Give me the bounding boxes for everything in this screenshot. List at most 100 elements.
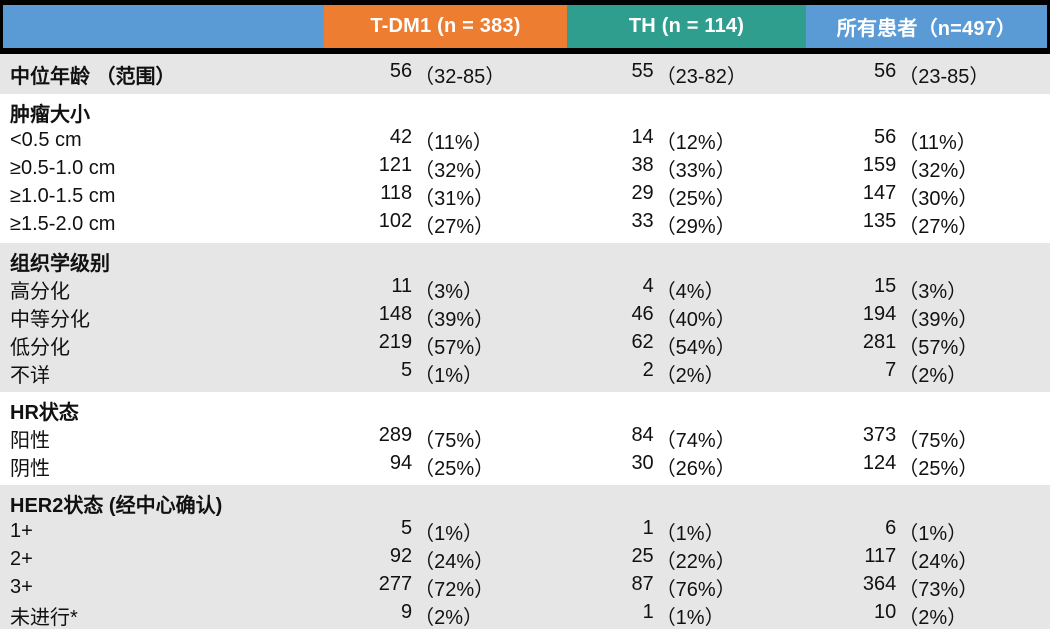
value-wrap: 56 （32-85） <box>358 60 530 89</box>
header-blank-cell <box>3 5 324 48</box>
value-percent: （2%） <box>414 606 484 629</box>
value-percent: （1%） <box>655 522 725 545</box>
value-count: 87 <box>631 572 654 595</box>
table-row: HR状态 <box>0 396 1050 424</box>
value-cell: 25 （22%） <box>565 545 807 574</box>
row-label: ≥0.5-1.0 cm <box>10 156 116 179</box>
value-count: 121 <box>378 153 413 176</box>
value-count: 194 <box>862 302 897 325</box>
value-cell: 1 （1%） <box>565 601 807 629</box>
value-percent: （39%） <box>414 308 495 331</box>
table-row: 不详 5 （1%） 2 （2%） 7 （2%） <box>0 359 1050 387</box>
value-wrap: 33 （29%） <box>600 210 772 239</box>
value-percent: （1%） <box>655 606 725 629</box>
value-cell: 121 （32%） <box>323 154 565 183</box>
value-count: 117 <box>864 544 897 567</box>
value-count: 55 <box>631 59 654 82</box>
row-label: 阳性 <box>10 429 50 452</box>
table-row: 肿瘤大小 <box>0 98 1050 126</box>
value-count: 9 <box>401 600 413 623</box>
table-row: 2+ 92 （24%） 25 （22%） 117 （24%） <box>0 545 1050 573</box>
value-count: 38 <box>631 153 654 176</box>
value-wrap: 56 （23-85） <box>842 60 1014 89</box>
value-wrap: 42 （11%） <box>358 126 530 155</box>
value-cell: 364 （73%） <box>806 573 1050 602</box>
value-percent: （11%） <box>414 131 493 154</box>
value-count: 92 <box>389 544 413 567</box>
header-divider <box>0 48 1050 54</box>
value-cell: 87 （76%） <box>565 573 807 602</box>
value-cell: 5 （1%） <box>323 359 565 388</box>
value-percent: （2%） <box>898 606 968 629</box>
value-percent: （12%） <box>655 131 736 154</box>
value-percent: （75%） <box>898 429 979 452</box>
table-row: HER2状态 (经中心确认) <box>0 489 1050 517</box>
value-wrap: 11 （3%） <box>358 275 530 304</box>
value-percent: （54%） <box>655 336 736 359</box>
value-wrap: 117 （24%） <box>842 545 1014 574</box>
section-title-label: 肿瘤大小 <box>10 103 90 126</box>
header-col-tdm1: T-DM1 (n = 383) <box>324 5 567 48</box>
value-wrap: 148 （39%） <box>358 303 530 332</box>
row-label: ≥1.5-2.0 cm <box>10 212 116 235</box>
value-count: 30 <box>631 451 654 474</box>
value-wrap: 62 （54%） <box>600 331 772 360</box>
value-count: 62 <box>631 330 654 353</box>
value-count: 5 <box>401 358 413 381</box>
value-count: 25 <box>631 544 654 567</box>
value-cell: 2 （2%） <box>565 359 807 388</box>
section-title-label: 中位年龄 （范围） <box>10 65 176 88</box>
value-percent: （11%） <box>898 131 977 154</box>
value-count: 364 <box>862 572 897 595</box>
value-percent: （74%） <box>655 429 736 452</box>
value-percent: （24%） <box>898 550 979 573</box>
value-count: 56 <box>389 59 413 82</box>
value-percent: （25%） <box>414 457 495 480</box>
table-row: 3+ 277 （72%） 87 （76%） 364 （73%） <box>0 573 1050 601</box>
value-percent: （29%） <box>655 215 736 238</box>
table-body: 中位年龄 （范围） 56 （32-85） 55 （23-82） 56 （23-85） 肿瘤大小… <box>0 54 1050 629</box>
row-label: 2+ <box>10 547 33 570</box>
value-percent: （26%） <box>655 457 736 480</box>
table-row: 中位年龄 （范围） 56 （32-85） 55 （23-82） 56 （23-85） <box>0 60 1050 88</box>
value-cell: 84 （74%） <box>565 424 807 453</box>
value-wrap: 4 （4%） <box>600 275 772 304</box>
header-col-all-patients-label: 所有患者（n=497） <box>836 18 1017 40</box>
value-wrap: 56 （11%） <box>842 126 1014 155</box>
value-cell: 7 （2%） <box>806 359 1050 388</box>
value-count: 11 <box>391 274 413 297</box>
row-label: 低分化 <box>10 336 70 359</box>
table-row: ≥0.5-1.0 cm 121 （32%） 38 （33%） 159 （32%） <box>0 154 1050 182</box>
table-row: <0.5 cm 42 （11%） 14 （12%） 56 （11%） <box>0 126 1050 154</box>
table-row: 组织学级别 <box>0 247 1050 275</box>
value-count: 7 <box>885 358 897 381</box>
table-section-4: HER2状态 (经中心确认) 1+ 5 （1%） 1 （1%） 6 （1%） 2+ 92 （24%）… <box>0 485 1050 629</box>
section-title-label: HR状态 <box>10 401 79 424</box>
value-count: 118 <box>380 181 413 204</box>
value-count: 219 <box>378 330 413 353</box>
value-wrap: 25 （22%） <box>600 545 772 574</box>
value-wrap: 87 （76%） <box>600 573 772 602</box>
value-count: 1 <box>642 600 654 623</box>
value-cell: 194 （39%） <box>806 303 1050 332</box>
value-wrap: 7 （2%） <box>842 359 1014 388</box>
value-cell: 277 （72%） <box>323 573 565 602</box>
value-count: 84 <box>631 423 654 446</box>
value-cell: 15 （3%） <box>806 275 1050 304</box>
value-percent: （40%） <box>655 308 736 331</box>
value-cell: 117 （24%） <box>806 545 1050 574</box>
value-wrap: 289 （75%） <box>358 424 530 453</box>
value-percent: （25%） <box>655 187 736 210</box>
table-row: 阴性 94 （25%） 30 （26%） 124 （25%） <box>0 452 1050 480</box>
value-percent: （57%） <box>414 336 495 359</box>
table-row: ≥1.5-2.0 cm 102 （27%） 33 （29%） 135 （27%） <box>0 210 1050 238</box>
value-percent: （75%） <box>414 429 495 452</box>
row-label: <0.5 cm <box>10 128 82 151</box>
value-cell: 30 （26%） <box>565 452 807 481</box>
value-count: 15 <box>873 274 897 297</box>
value-count: 56 <box>873 59 897 82</box>
value-cell: 102 （27%） <box>323 210 565 239</box>
value-wrap: 29 （25%） <box>600 182 772 211</box>
value-percent: （76%） <box>655 578 736 601</box>
row-label: 1+ <box>10 519 33 542</box>
